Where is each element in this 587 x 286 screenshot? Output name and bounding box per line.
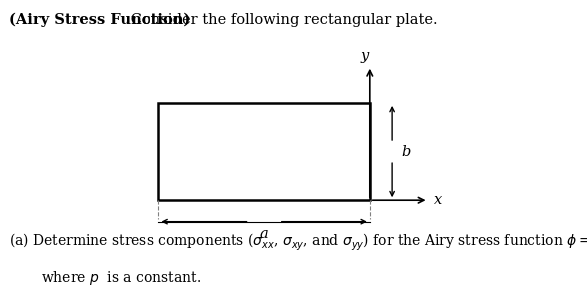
Text: b: b	[401, 145, 410, 158]
Text: where $p$  is a constant.: where $p$ is a constant.	[41, 269, 201, 286]
Text: (Airy Stress Function): (Airy Stress Function)	[9, 13, 190, 27]
Text: Consider the following rectangular plate.: Consider the following rectangular plate…	[126, 13, 438, 27]
Text: x: x	[434, 193, 443, 207]
Bar	[158, 103, 370, 200]
Text: a: a	[260, 227, 268, 241]
Text: (a) Determine stress components ($\sigma_{xx}$, $\sigma_{xy}$, and $\sigma_{yy}$: (a) Determine stress components ($\sigma…	[9, 230, 587, 253]
Text: y: y	[361, 49, 369, 63]
